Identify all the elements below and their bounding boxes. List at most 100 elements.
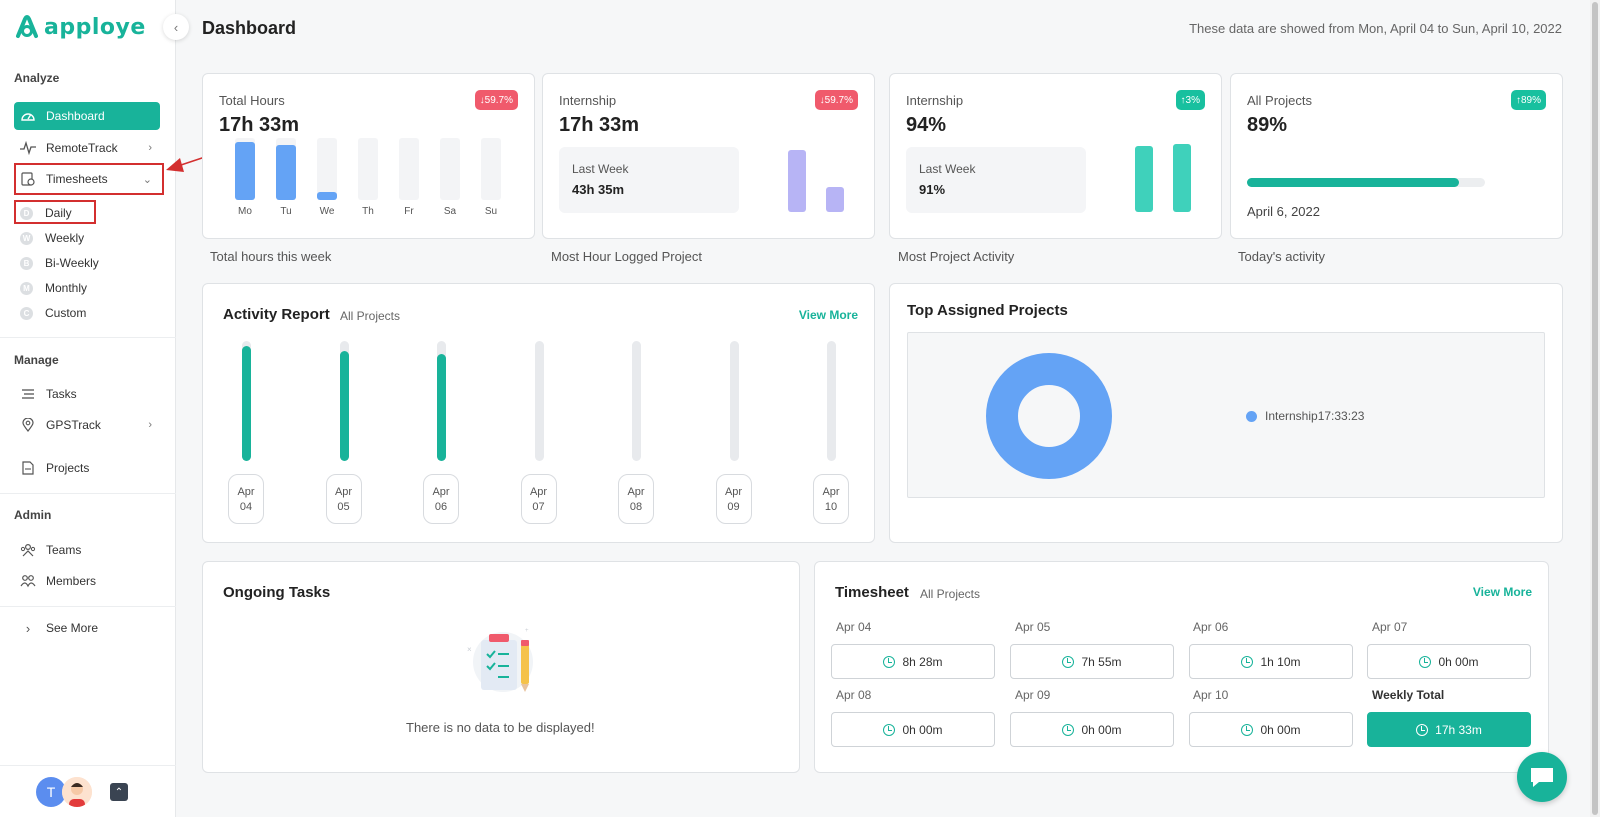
- day-label: Sa: [443, 206, 457, 217]
- chart-legend: Internship17:33:23: [1246, 409, 1364, 423]
- ts-hours-box[interactable]: 1h 10m: [1189, 644, 1353, 679]
- donut-slice-internship[interactable]: [986, 353, 1112, 479]
- last-week-value: 43h 35m: [572, 182, 625, 197]
- bar-track: [440, 138, 460, 200]
- nav-gpstrack[interactable]: GPSTrack ›: [14, 411, 160, 439]
- section-title: Timesheet: [835, 584, 909, 601]
- view-more-link[interactable]: View More: [1472, 585, 1532, 599]
- bar[interactable]: [317, 191, 337, 200]
- page-title: Dashboard: [202, 18, 297, 38]
- nav-projects[interactable]: Projects: [14, 454, 160, 482]
- apploye-logo[interactable]: apploye: [14, 14, 146, 40]
- bar[interactable]: [1135, 146, 1153, 212]
- letter-w-icon: W: [20, 231, 33, 245]
- chevron-up-icon[interactable]: ⌃: [110, 783, 128, 801]
- nav-timesheets-label: Timesheets: [46, 172, 108, 186]
- nav-teams[interactable]: Teams: [14, 536, 160, 564]
- sub-monthly[interactable]: M Monthly: [20, 281, 87, 295]
- ts-hours: 0h 00m: [902, 722, 943, 737]
- svg-text:+: +: [525, 628, 529, 634]
- view-more-link[interactable]: View More: [798, 308, 858, 322]
- teams-icon: [20, 542, 36, 558]
- card-caption: Most Project Activity: [898, 249, 1015, 264]
- nav-members[interactable]: Members: [14, 567, 160, 595]
- last-week-box: Last Week 91%: [906, 147, 1086, 213]
- date-pill[interactable]: Apr 10: [813, 474, 849, 524]
- activity-bar[interactable]: [242, 345, 251, 461]
- chevron-right-icon: ›: [25, 620, 31, 636]
- clock-icon: [1062, 655, 1075, 668]
- card-caption: Total hours this week: [210, 249, 332, 264]
- empty-clipboard-icon: × +: [467, 628, 533, 692]
- nav-dashboard-label: Dashboard: [46, 109, 105, 123]
- date-pill[interactable]: Apr 04: [228, 474, 264, 524]
- bar[interactable]: [235, 141, 255, 200]
- dashboard-icon: [20, 108, 36, 124]
- divider: [0, 337, 176, 338]
- chat-button[interactable]: [1517, 752, 1567, 802]
- ts-hours-box[interactable]: 0h 00m: [831, 712, 995, 747]
- activity-bar[interactable]: [437, 354, 446, 461]
- date-pill[interactable]: Apr 08: [618, 474, 654, 524]
- sub-weekly[interactable]: W Weekly: [20, 231, 84, 245]
- date-pill[interactable]: Apr 06: [423, 474, 459, 524]
- letter-m-icon: M: [20, 281, 33, 295]
- nav-teams-label: Teams: [46, 543, 82, 557]
- date-day: 06: [434, 501, 448, 513]
- nav-tasks[interactable]: Tasks: [14, 380, 160, 408]
- day-label: Mo: [238, 206, 252, 217]
- avatar[interactable]: T: [36, 777, 66, 807]
- ongoing-tasks-card: Ongoing Tasks × + There is no data to be…: [202, 561, 800, 773]
- sub-daily[interactable]: D Daily: [20, 206, 72, 220]
- date-day: 04: [239, 501, 253, 513]
- date-pill[interactable]: Apr 09: [715, 474, 752, 524]
- most-hour-card: Internship 17h 33m ↓59.7% Last Week 43h …: [542, 73, 875, 239]
- user-avatar-icon[interactable]: [62, 777, 92, 807]
- nav-gpstrack-label: GPSTrack: [46, 418, 101, 432]
- activity-bar[interactable]: [339, 350, 349, 461]
- bar-track: [399, 138, 419, 200]
- section-title: Top Assigned Projects: [907, 302, 1068, 319]
- bar[interactable]: [788, 150, 806, 212]
- day-label: Tu: [280, 206, 292, 217]
- ts-hours-box[interactable]: 8h 28m: [831, 644, 995, 679]
- section-title: Ongoing Tasks: [223, 584, 331, 601]
- timesheet-icon: [20, 171, 36, 187]
- sub-biweekly-label: Bi-Weekly: [45, 256, 99, 270]
- brand-name: apploye: [44, 14, 146, 40]
- section-admin: Admin: [14, 508, 52, 522]
- nav-timesheets[interactable]: Timesheets ⌄: [14, 165, 160, 193]
- nav-members-label: Members: [46, 574, 97, 588]
- nav-remotetrack[interactable]: RemoteTrack ›: [14, 134, 160, 162]
- nav-dashboard[interactable]: Dashboard: [14, 102, 160, 130]
- activity-bar-track: [339, 341, 349, 461]
- date-pill[interactable]: Apr 05: [325, 474, 362, 524]
- collapse-sidebar-button[interactable]: ‹: [163, 14, 189, 40]
- bar[interactable]: [276, 145, 296, 200]
- date-pill[interactable]: Apr 07: [520, 474, 557, 524]
- ts-date: Apr 08: [836, 688, 872, 702]
- weekly-total-box[interactable]: 17h 33m: [1367, 712, 1531, 747]
- card-label: Internship: [559, 93, 617, 108]
- clock-icon: [1062, 723, 1075, 736]
- bar[interactable]: [826, 187, 844, 212]
- clock-icon: [883, 723, 896, 736]
- ts-hours-box[interactable]: 7h 55m: [1010, 644, 1174, 679]
- scrollbar-thumb[interactable]: [1592, 2, 1598, 815]
- ts-hours-box[interactable]: 0h 00m: [1189, 712, 1353, 747]
- see-more-link[interactable]: › See More: [14, 614, 160, 642]
- sub-custom[interactable]: C Custom: [20, 306, 86, 320]
- status-badge: ↑89%: [1510, 90, 1546, 110]
- date-month: Apr: [822, 486, 840, 498]
- bar[interactable]: [1173, 144, 1191, 212]
- scrollbar[interactable]: [1590, 0, 1600, 817]
- date-month: Apr: [627, 486, 645, 498]
- clock-icon: [1416, 723, 1429, 736]
- ts-hours-box[interactable]: 0h 00m: [1367, 644, 1531, 679]
- ts-hours-box[interactable]: 0h 00m: [1010, 712, 1174, 747]
- svg-text:×: ×: [467, 645, 472, 654]
- projects-icon: [20, 460, 36, 476]
- sub-biweekly[interactable]: B Bi-Weekly: [20, 256, 99, 270]
- most-activity-card: Internship 94% ↑3% Last Week 91%: [889, 73, 1222, 239]
- ts-hours: 0h 00m: [1260, 722, 1301, 737]
